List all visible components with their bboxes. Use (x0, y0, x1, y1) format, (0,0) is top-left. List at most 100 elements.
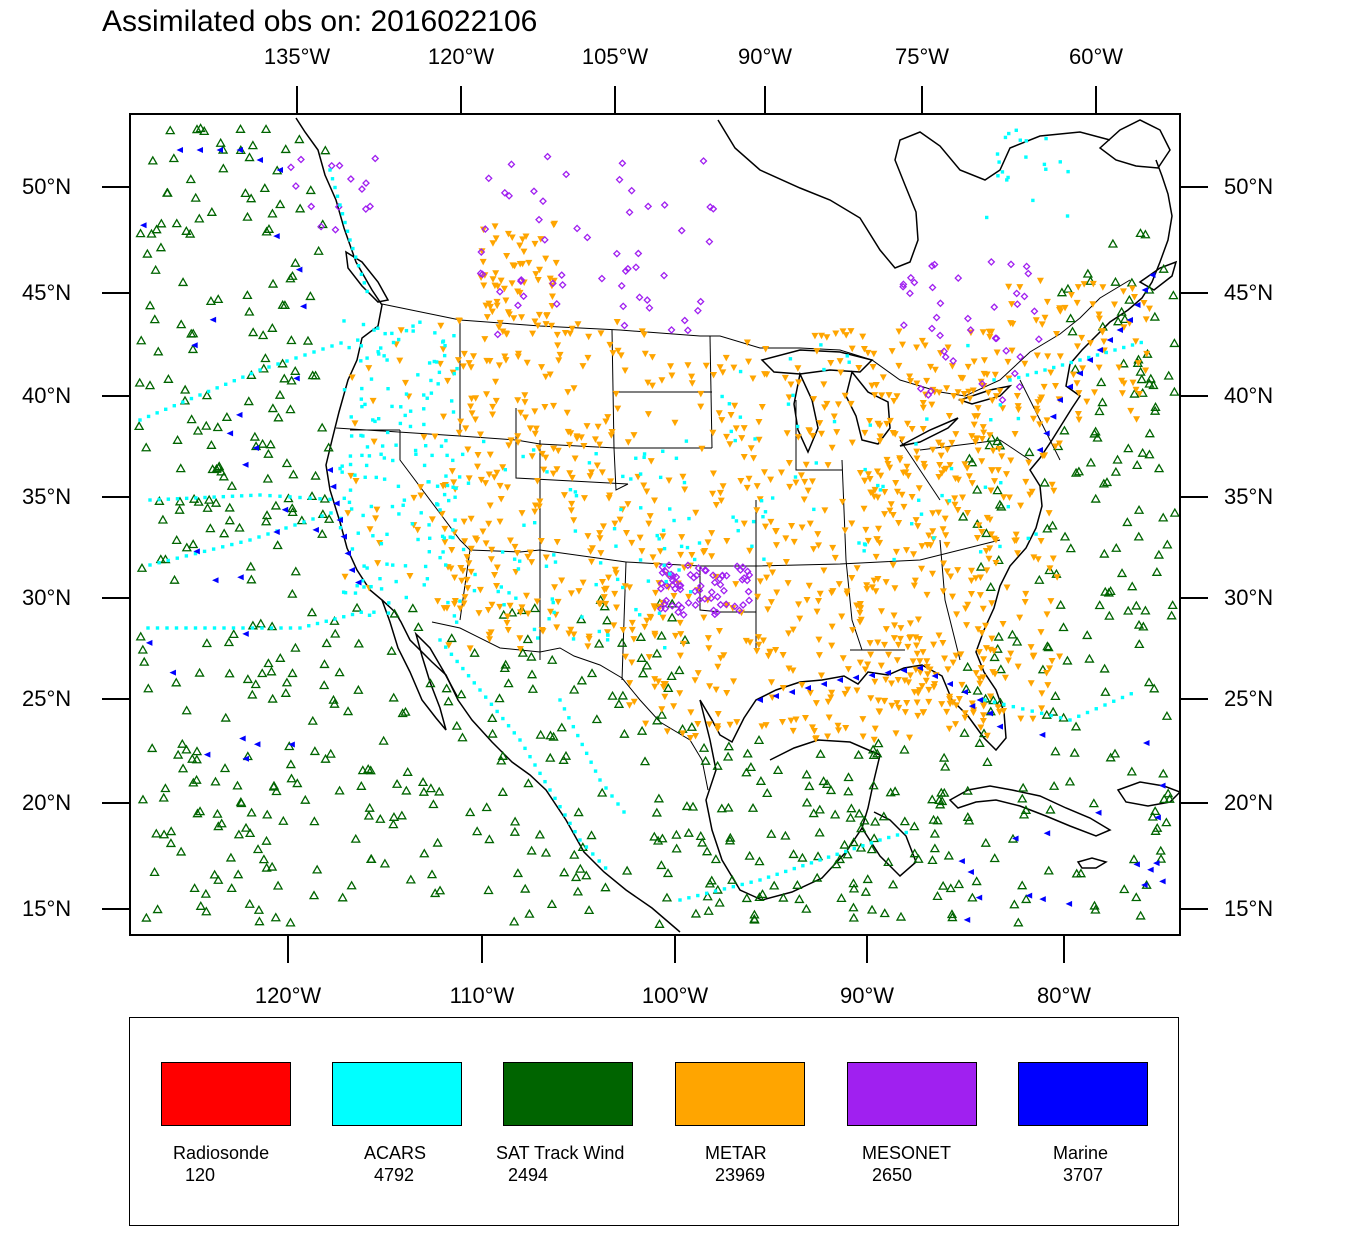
triangle-down-marker (879, 374, 887, 381)
triangle-down-marker (714, 723, 722, 730)
square-marker (621, 585, 625, 590)
square-marker (239, 494, 244, 498)
triangle-down-marker (886, 507, 894, 515)
triangle-up-marker (267, 323, 278, 332)
triangle-down-marker (491, 572, 499, 579)
square-marker (1034, 370, 1038, 375)
legend-count: 2650 (872, 1165, 913, 1185)
left-lat-label: 45°N (22, 280, 72, 305)
triangle-up-marker (287, 503, 298, 513)
triangle-down-marker (987, 487, 995, 495)
square-marker (360, 386, 364, 391)
triangle-down-marker (1005, 494, 1013, 501)
square-marker (260, 626, 264, 630)
square-marker (376, 326, 380, 330)
triangle-down-marker (542, 321, 550, 328)
triangle-up-marker (1048, 706, 1059, 716)
square-marker (947, 499, 952, 503)
triangle-up-marker (302, 335, 314, 345)
triangle-down-marker (1080, 281, 1088, 288)
triangle-down-marker (925, 532, 933, 539)
triangle-up-marker (136, 335, 147, 345)
square-marker (521, 454, 525, 459)
triangle-down-marker (499, 328, 507, 336)
square-marker (408, 409, 413, 413)
triangle-down-marker (561, 330, 569, 337)
triangle-up-marker (834, 854, 846, 864)
triangle-down-marker (954, 507, 962, 514)
triangle-up-marker (243, 396, 254, 406)
diamond-marker (1002, 346, 1011, 355)
triangle-down-marker (481, 336, 489, 343)
triangle-down-marker (1075, 390, 1083, 397)
triangle-down-marker (913, 448, 921, 456)
triangle-down-marker (1022, 478, 1030, 486)
triangle-down-marker (848, 439, 856, 447)
triangle-up-marker (295, 203, 306, 213)
triangle-down-marker (919, 404, 927, 412)
triangle-down-marker (441, 539, 449, 546)
triangle-up-marker (848, 902, 859, 912)
triangle-left-marker (1153, 860, 1160, 867)
triangle-up-marker (214, 461, 225, 471)
triangle-down-marker (573, 435, 581, 442)
triangle-up-marker (1138, 621, 1149, 631)
left-lat-label: 15°N (22, 896, 72, 921)
square-marker (394, 443, 398, 447)
triangle-down-marker (668, 372, 676, 380)
triangle-down-marker (946, 696, 954, 703)
square-marker (466, 674, 471, 678)
triangle-down-marker (877, 662, 885, 670)
diamond-marker (674, 608, 683, 617)
triangle-down-marker (640, 331, 648, 339)
triangle-down-marker (910, 551, 918, 558)
triangle-up-marker (147, 155, 158, 165)
triangle-down-marker (800, 496, 808, 504)
triangle-down-marker (1069, 371, 1077, 379)
triangle-down-marker (877, 608, 885, 615)
triangle-down-marker (1120, 324, 1128, 331)
triangle-down-marker (763, 574, 771, 582)
triangle-up-marker (191, 746, 203, 756)
triangle-down-marker (986, 333, 994, 341)
triangle-left-marker (242, 630, 249, 637)
triangle-down-marker (965, 473, 973, 480)
triangle-down-marker (437, 322, 445, 330)
triangle-down-marker (847, 328, 855, 335)
triangle-up-marker (258, 854, 270, 864)
triangle-down-marker (913, 455, 921, 463)
triangle-up-marker (246, 574, 257, 584)
triangle-up-marker (792, 879, 803, 889)
triangle-up-marker (158, 792, 169, 802)
square-marker (408, 424, 413, 429)
triangle-down-marker (814, 531, 822, 538)
triangle-down-marker (875, 525, 883, 533)
triangle-down-marker (886, 417, 894, 425)
triangle-down-marker (548, 322, 556, 330)
triangle-down-marker (661, 681, 669, 688)
square-marker (454, 620, 459, 624)
diamond-marker (617, 281, 626, 290)
triangle-down-marker (968, 480, 976, 487)
triangle-down-marker (514, 439, 522, 446)
triangle-down-marker (958, 681, 966, 689)
triangle-up-marker (186, 414, 197, 424)
triangle-up-marker (671, 829, 682, 839)
square-marker (438, 555, 442, 560)
triangle-up-marker (716, 803, 727, 813)
square-marker (682, 480, 687, 485)
triangle-up-marker (139, 656, 150, 666)
triangle-down-marker (539, 628, 547, 635)
triangle-down-marker (994, 467, 1002, 474)
square-marker (736, 528, 740, 533)
triangle-down-marker (535, 311, 543, 319)
square-marker (146, 626, 150, 630)
triangle-up-marker (927, 855, 938, 865)
triangle-down-marker (588, 545, 596, 552)
triangle-down-marker (888, 680, 896, 687)
triangle-down-marker (1086, 340, 1094, 347)
triangle-down-marker (476, 431, 484, 439)
triangle-down-marker (902, 547, 910, 554)
triangle-up-marker (995, 664, 1006, 674)
triangle-down-marker (918, 543, 926, 550)
